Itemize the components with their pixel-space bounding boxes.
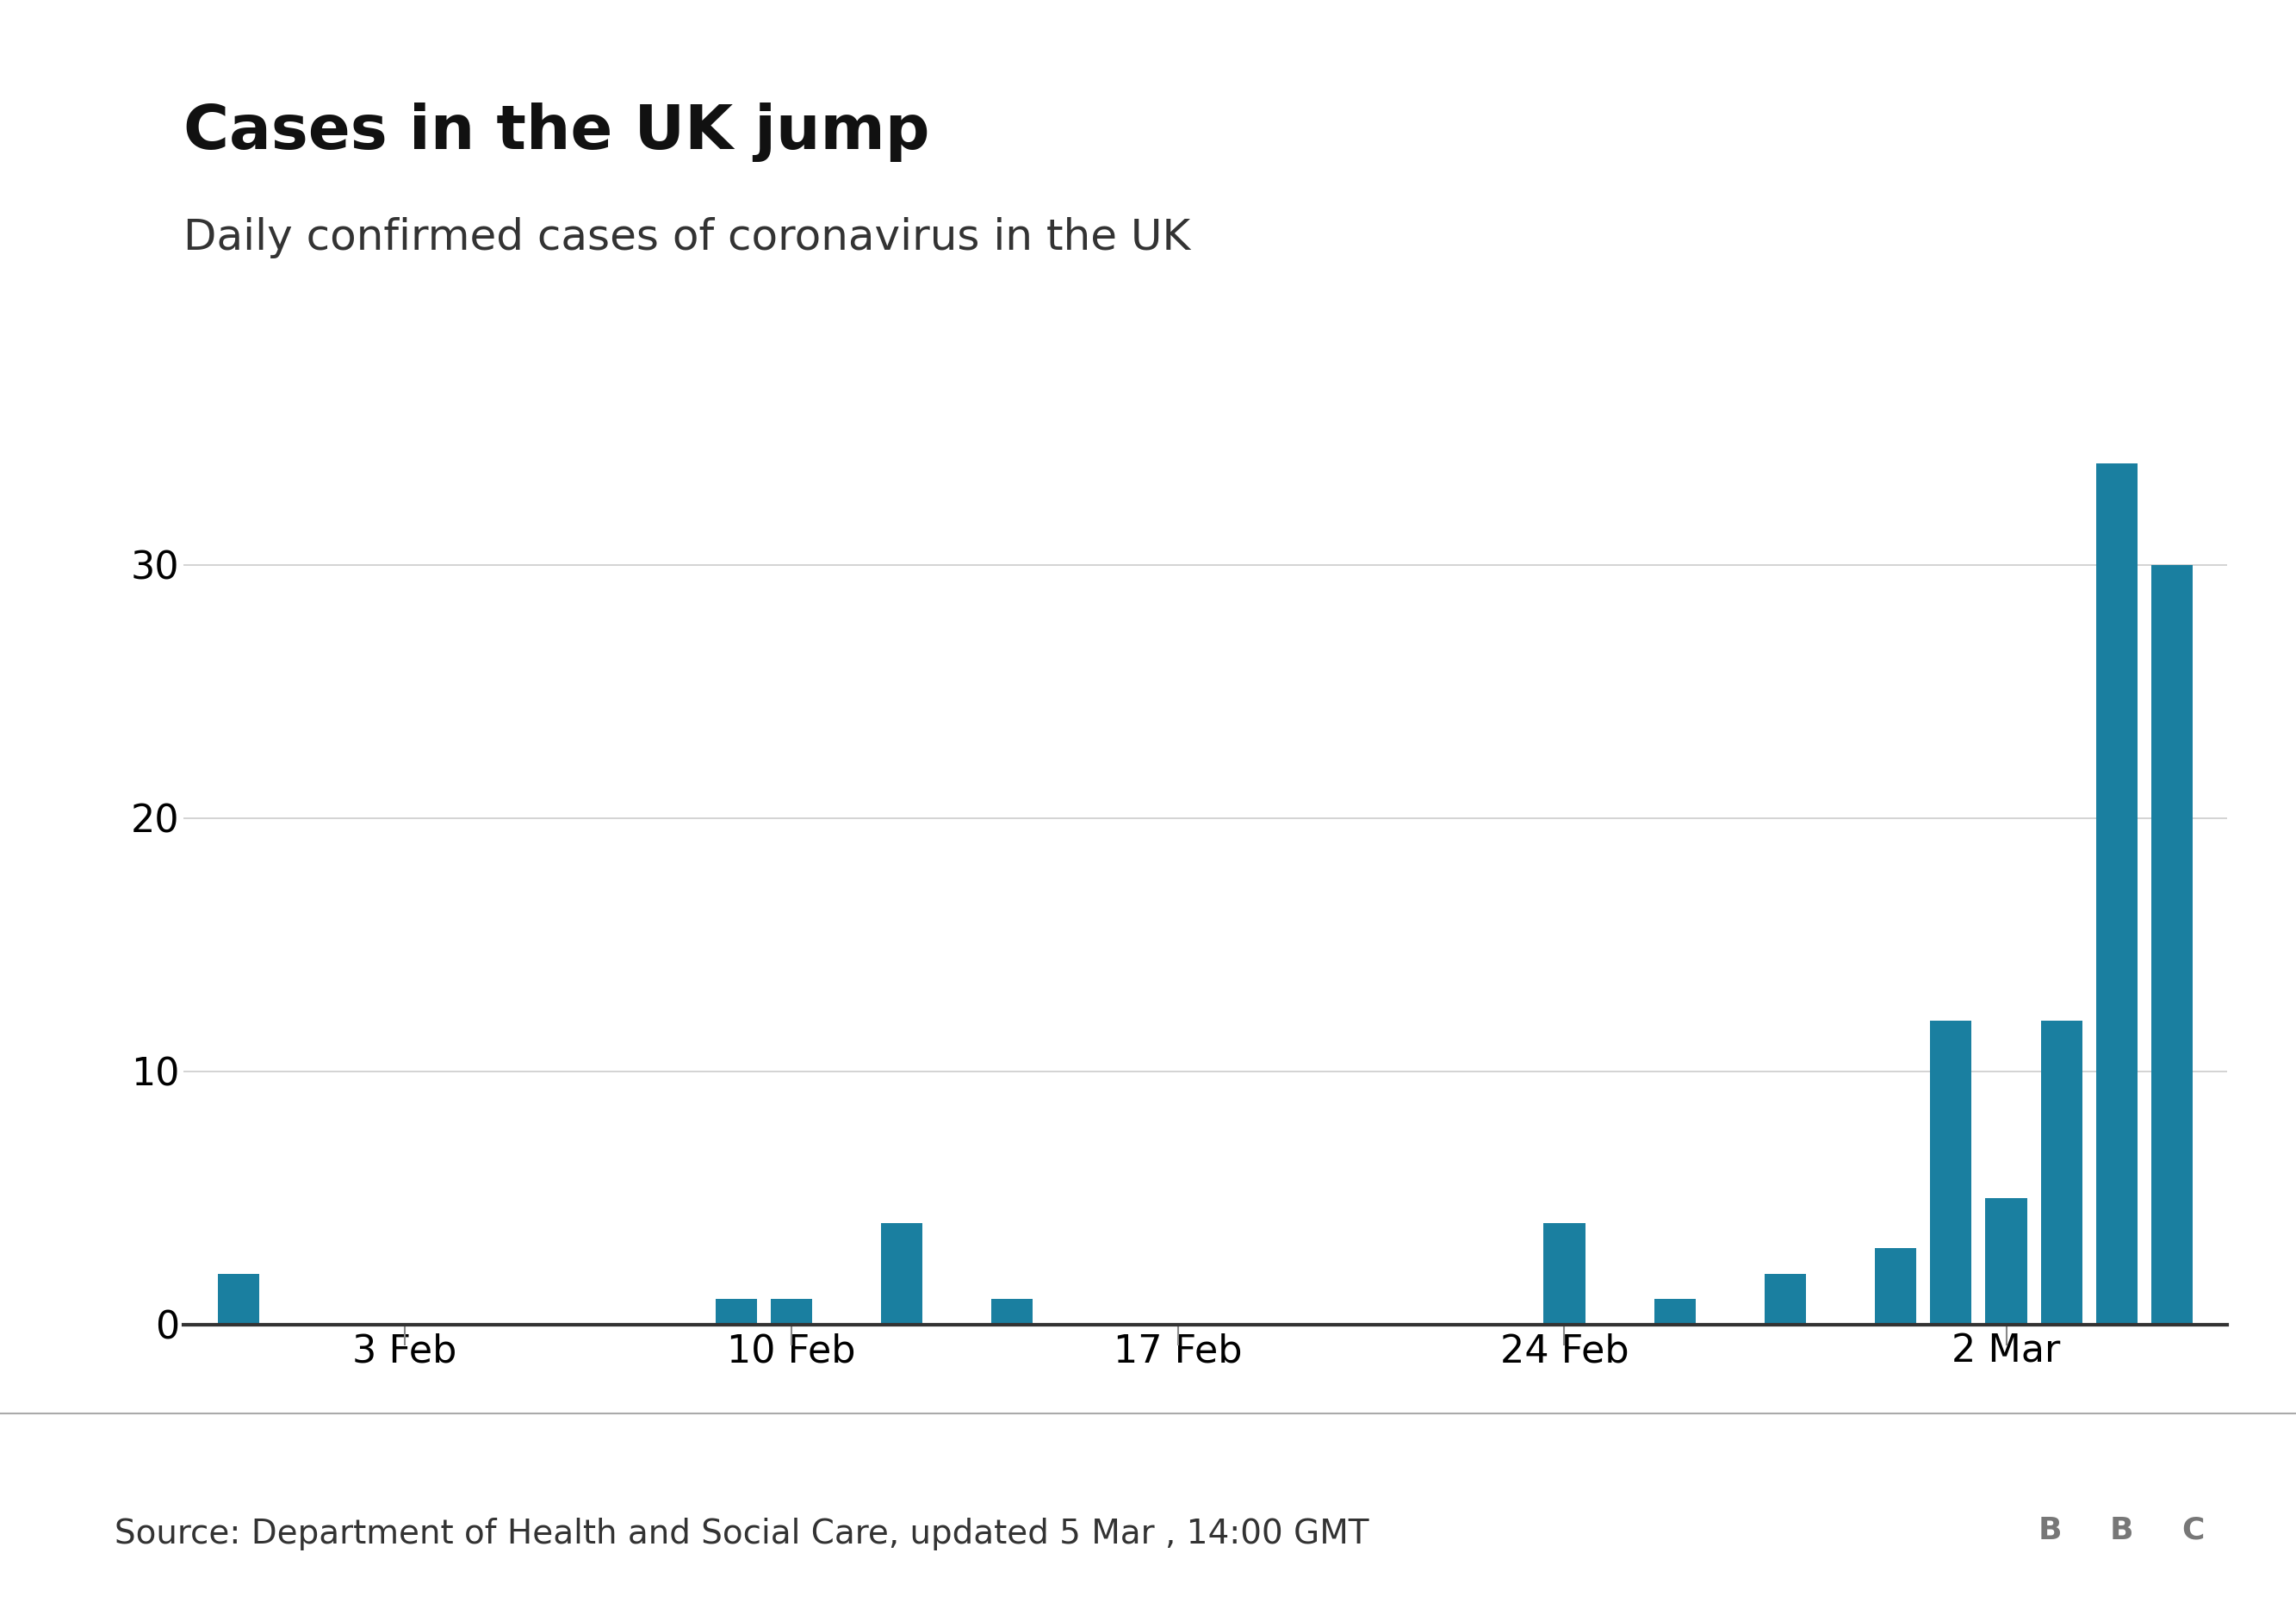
Bar: [882, 1223, 923, 1324]
Bar: [1986, 1198, 2027, 1324]
FancyBboxPatch shape: [2020, 1486, 2080, 1573]
Bar: [716, 1298, 758, 1324]
Bar: [1653, 1298, 1694, 1324]
FancyBboxPatch shape: [2092, 1486, 2151, 1573]
Text: B: B: [2039, 1515, 2062, 1546]
Text: B: B: [2110, 1515, 2133, 1546]
Bar: [1876, 1248, 1917, 1324]
Bar: [2096, 464, 2138, 1324]
Text: C: C: [2181, 1515, 2204, 1546]
Text: Daily confirmed cases of coronavirus in the UK: Daily confirmed cases of coronavirus in …: [184, 216, 1192, 258]
Bar: [2151, 565, 2193, 1324]
Text: Source: Department of Health and Social Care, updated 5 Mar , 14:00 GMT: Source: Department of Health and Social …: [115, 1518, 1368, 1550]
Text: Cases in the UK jump: Cases in the UK jump: [184, 102, 930, 162]
Bar: [1766, 1274, 1807, 1324]
Bar: [992, 1298, 1033, 1324]
Bar: [2041, 1021, 2082, 1324]
Bar: [218, 1274, 259, 1324]
FancyBboxPatch shape: [2163, 1486, 2223, 1573]
Bar: [1931, 1021, 1972, 1324]
Bar: [771, 1298, 813, 1324]
Bar: [1543, 1223, 1584, 1324]
